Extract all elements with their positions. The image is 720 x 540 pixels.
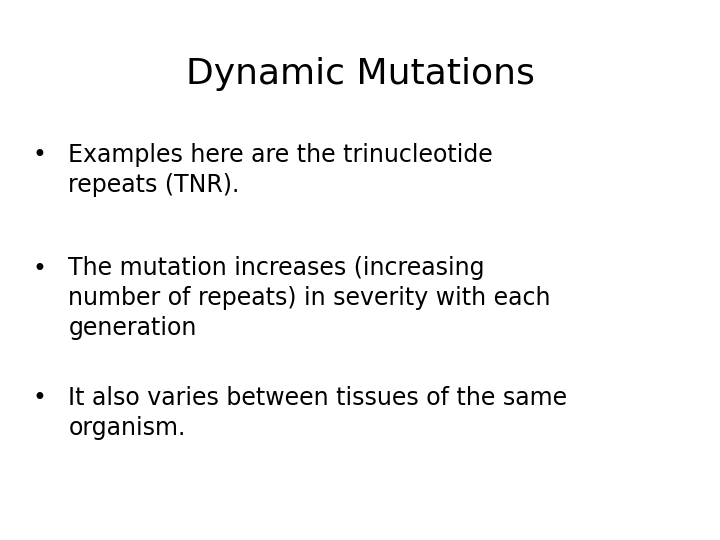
Text: •: • xyxy=(32,256,47,280)
Text: The mutation increases (increasing
number of repeats) in severity with each
gene: The mutation increases (increasing numbe… xyxy=(68,256,551,340)
Text: It also varies between tissues of the same
organism.: It also varies between tissues of the sa… xyxy=(68,386,567,440)
Text: Dynamic Mutations: Dynamic Mutations xyxy=(186,57,534,91)
Text: Examples here are the trinucleotide
repeats (TNR).: Examples here are the trinucleotide repe… xyxy=(68,143,493,197)
Text: •: • xyxy=(32,386,47,410)
Text: •: • xyxy=(32,143,47,167)
